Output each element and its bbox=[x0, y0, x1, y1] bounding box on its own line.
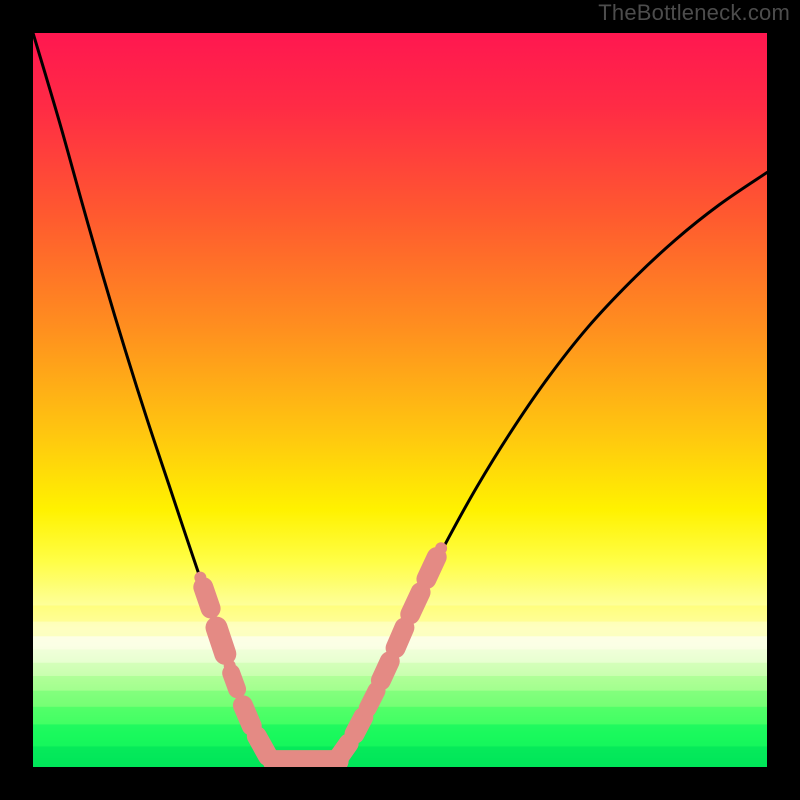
chart-canvas: TheBottleneck.com bbox=[0, 0, 800, 800]
plot-area bbox=[33, 33, 767, 767]
bottleneck-chart bbox=[0, 0, 800, 800]
watermark-text: TheBottleneck.com bbox=[598, 0, 790, 26]
